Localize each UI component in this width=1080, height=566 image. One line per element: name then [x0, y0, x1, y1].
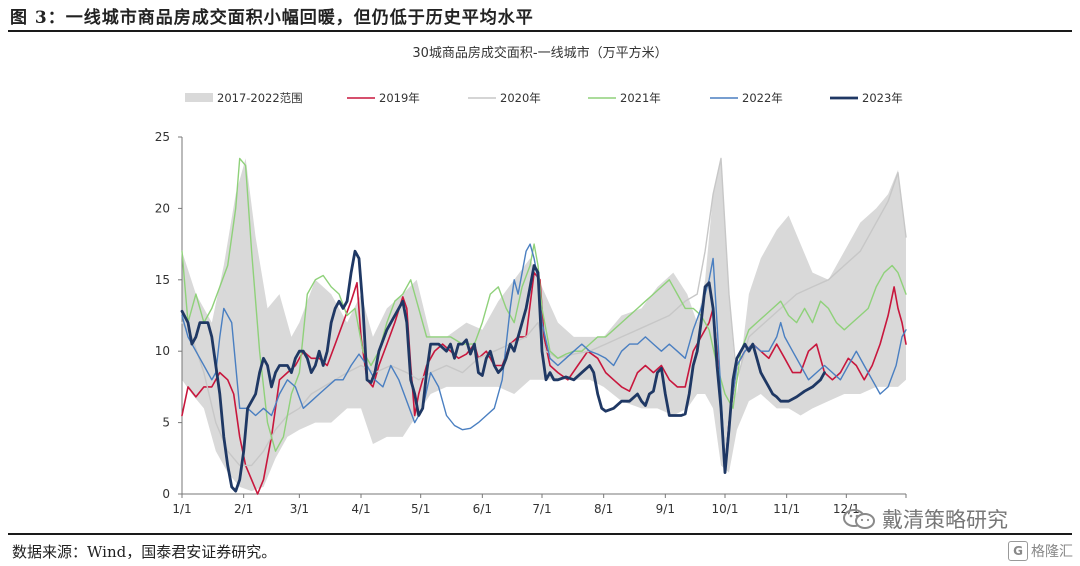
- range-band-layer: [182, 156, 906, 492]
- x-tick-label: 7/1: [532, 502, 551, 516]
- chart-legend: 2017-2022范围 2019年 2020年 2021年 2022年 2023年: [185, 91, 903, 105]
- watermark: 戴清策略研究: [842, 504, 1008, 534]
- legend-label: 2023年: [862, 91, 903, 105]
- x-tick-label: 10/1: [712, 502, 739, 516]
- y-tick-label: 15: [155, 273, 170, 287]
- series-line-2023: [180, 249, 826, 493]
- figure-title: 图 3：一线城市商品房成交面积小幅回暖，但仍低于历史平均水平: [10, 8, 534, 28]
- legend-item-2020: 2020年: [468, 91, 541, 105]
- legend-item-2017-2022: 2017-2022范围: [185, 91, 303, 105]
- x-tick-label: 4/1: [351, 502, 370, 516]
- y-tick-label: 20: [155, 201, 170, 215]
- chart-title: 30城商品房成交面积-一线城市（万平方米）: [412, 45, 667, 61]
- legend-label: 2022年: [742, 91, 783, 105]
- x-tick-label: 8/1: [594, 502, 613, 516]
- footer-rule: [8, 533, 1072, 535]
- y-tick-label: 0: [162, 487, 170, 501]
- x-tick-label: 5/1: [411, 502, 430, 516]
- legend-item-2021: 2021年: [588, 91, 661, 105]
- title-rule: [8, 30, 1072, 32]
- legend-item-2019: 2019年: [347, 91, 420, 105]
- legend-label: 2019年: [379, 91, 420, 105]
- legend-label: 2020年: [500, 91, 541, 105]
- range-band-area: [182, 156, 906, 492]
- source-note: 数据来源：Wind，国泰君安证券研究。: [12, 543, 277, 561]
- watermark-text: 戴清策略研究: [882, 508, 1008, 532]
- wechat-icon: [843, 509, 875, 529]
- x-tick-label: 3/1: [290, 502, 309, 516]
- legend-label: 2021年: [620, 91, 661, 105]
- line-chart: 30城商品房成交面积-一线城市（万平方米） 2017-2022范围 2019年 20…: [155, 45, 907, 516]
- x-tick-label: 9/1: [656, 502, 675, 516]
- x-tick-label: 6/1: [473, 502, 492, 516]
- gelonghui-logo-icon: G: [1008, 541, 1028, 561]
- gelonghui-badge: G 格隆汇: [1008, 541, 1073, 561]
- x-tick-label: 2/1: [234, 502, 253, 516]
- x-tick-label: 12/1: [833, 502, 860, 516]
- legend-label: 2017-2022范围: [217, 91, 303, 105]
- badge-text: 格隆汇: [1031, 544, 1073, 560]
- legend-item-2022: 2022年: [710, 91, 783, 105]
- y-tick-label: 10: [155, 344, 170, 358]
- x-tick-label: 1/1: [172, 502, 191, 516]
- chart-axes: 0 5 10 15 20 25 1/1 2/1 3/1 4/1 5/1 6/1 7/1 8/1 9/1 10/…: [155, 130, 907, 516]
- series-layer: [180, 157, 907, 495]
- legend-swatch: [185, 93, 213, 102]
- y-tick-label: 5: [162, 416, 170, 430]
- x-tick-label: 11/1: [773, 502, 800, 516]
- legend-item-2023: 2023年: [830, 91, 903, 105]
- y-tick-label: 25: [155, 130, 170, 144]
